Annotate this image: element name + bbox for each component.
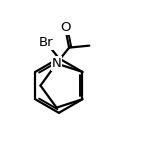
Text: Br: Br: [39, 36, 54, 49]
Text: N: N: [52, 57, 61, 70]
Text: O: O: [60, 21, 70, 34]
